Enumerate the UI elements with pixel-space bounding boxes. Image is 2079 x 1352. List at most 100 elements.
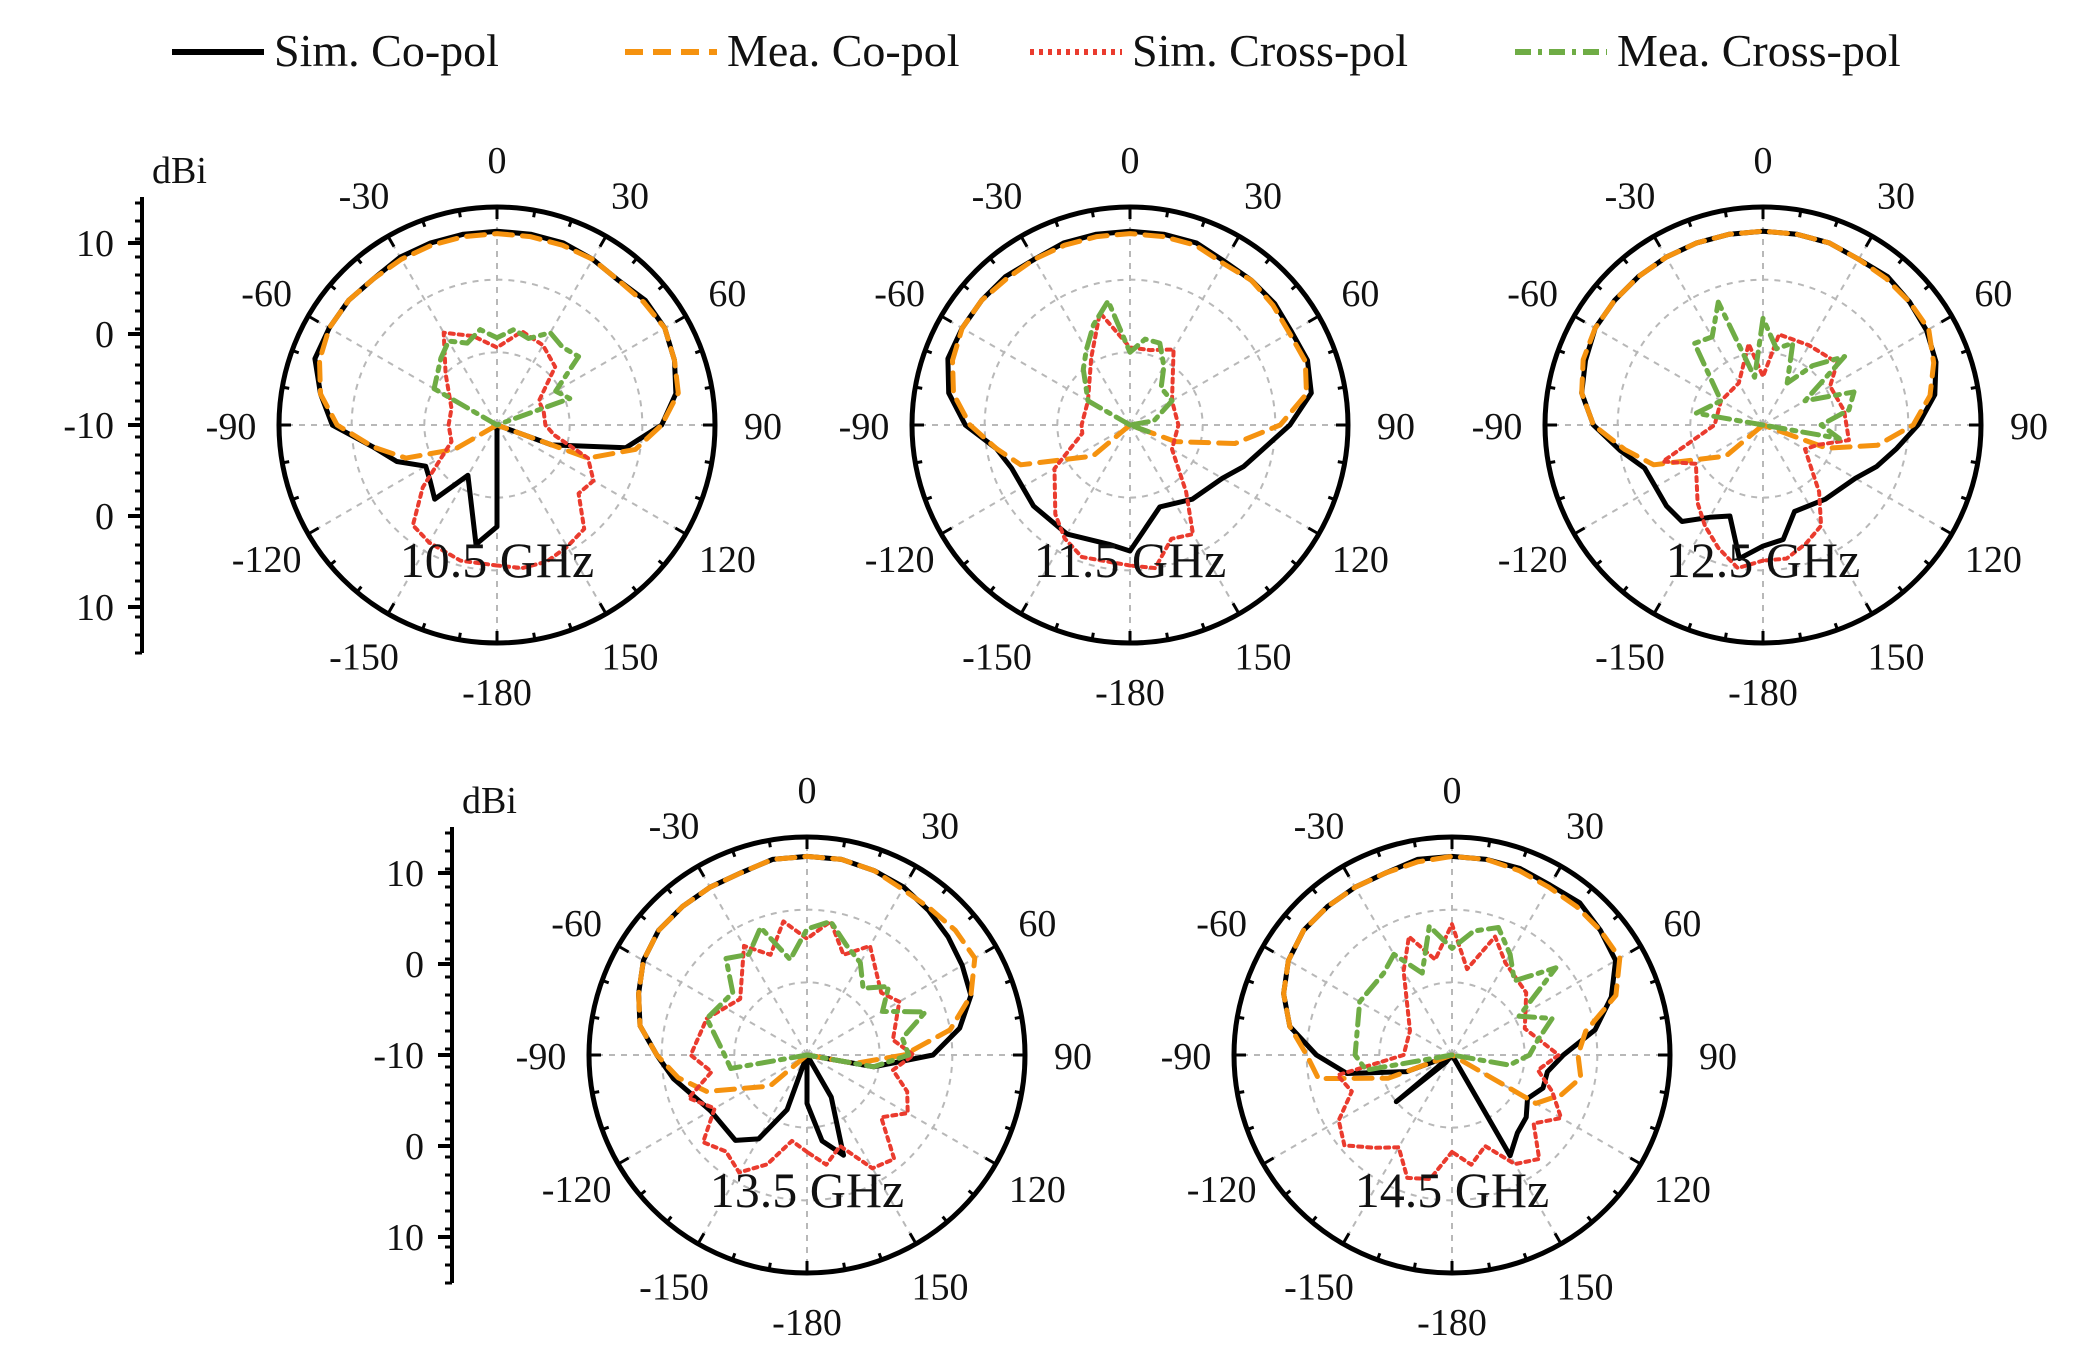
angle-tick-label: -120 bbox=[1498, 539, 1568, 581]
angle-tick-mark bbox=[567, 219, 573, 228]
angle-tick-mark bbox=[694, 349, 703, 355]
angle-tick-mark bbox=[1014, 1015, 1022, 1020]
grid-spoke bbox=[617, 945, 808, 1056]
angle-tick-mark bbox=[1014, 1090, 1022, 1095]
grid-spoke bbox=[1653, 235, 1764, 426]
angle-tick-label: -30 bbox=[1605, 176, 1656, 218]
angle-tick-mark bbox=[915, 460, 923, 465]
series-line bbox=[1080, 298, 1175, 435]
angle-tick-mark bbox=[704, 385, 712, 390]
angle-tick-mark bbox=[941, 1215, 949, 1223]
angle-tick-mark bbox=[962, 283, 970, 291]
angle-tick-label: -150 bbox=[329, 636, 399, 678]
angle-tick-label: -90 bbox=[206, 406, 257, 448]
angle-tick-mark bbox=[457, 210, 462, 218]
angle-tick-label: -120 bbox=[1187, 1169, 1257, 1211]
angle-tick-label: 120 bbox=[1965, 539, 2022, 581]
angle-tick-mark bbox=[1054, 622, 1060, 631]
angle-tick-label: 30 bbox=[1566, 806, 1604, 848]
angle-tick-mark bbox=[1246, 979, 1255, 985]
angle-tick-mark bbox=[1004, 979, 1013, 985]
series-line bbox=[1579, 228, 1939, 562]
radial-unit-label: dBi bbox=[152, 150, 207, 192]
angle-tick-label: -90 bbox=[516, 1036, 567, 1078]
angle-tick-mark bbox=[1307, 314, 1320, 324]
polar-panel: 0 30 60 90 120 150 -180 -150 -120 -90 -60 -30 10.5 G… bbox=[63, 140, 782, 714]
angle-tick-mark bbox=[1960, 495, 1969, 501]
angle-tick-mark bbox=[1522, 1252, 1528, 1261]
angle-tick-label: 150 bbox=[1557, 1266, 1614, 1308]
angle-tick-label: -120 bbox=[865, 539, 935, 581]
angle-tick-mark bbox=[1548, 385, 1556, 390]
angle-tick-mark bbox=[1621, 585, 1629, 593]
angle-tick-label: 30 bbox=[611, 176, 649, 218]
angle-tick-mark bbox=[1833, 219, 1839, 228]
angle-tick-mark bbox=[1290, 559, 1298, 567]
angle-tick-label: -180 bbox=[1417, 1302, 1487, 1344]
radial-tick-label: 0 bbox=[95, 496, 114, 538]
angle-tick-mark bbox=[1960, 349, 1969, 355]
angle-tick-mark bbox=[1659, 1090, 1667, 1095]
angle-tick-mark bbox=[1595, 283, 1603, 291]
angle-tick-label: -60 bbox=[241, 273, 292, 315]
angle-tick-mark bbox=[1629, 944, 1642, 954]
radial-tick-label: 0 bbox=[405, 1126, 424, 1168]
angle-tick-label: -180 bbox=[462, 672, 532, 714]
angle-tick-mark bbox=[1237, 1090, 1245, 1095]
angle-tick-label: 30 bbox=[1244, 176, 1282, 218]
angle-tick-label: 150 bbox=[912, 1266, 969, 1308]
series-line bbox=[704, 918, 928, 1071]
grid-spoke bbox=[940, 424, 1131, 535]
angle-tick-mark bbox=[842, 1262, 847, 1270]
grid-spoke bbox=[1129, 235, 1240, 426]
angle-tick-mark bbox=[962, 559, 970, 567]
angle-tick-label: -180 bbox=[772, 1302, 842, 1344]
angle-tick-mark bbox=[696, 865, 706, 878]
angle-tick-mark bbox=[355, 585, 363, 593]
polar-panel: 0 30 60 90 120 150 -180 -150 -120 -90 -60 -30 12.5 G… bbox=[1472, 140, 2048, 714]
grid-spoke bbox=[1262, 1054, 1453, 1165]
angle-tick-mark bbox=[291, 495, 300, 501]
series-line bbox=[1692, 299, 1857, 441]
angle-tick-mark bbox=[1553, 865, 1563, 878]
angle-tick-mark bbox=[940, 314, 953, 324]
grid-spoke bbox=[697, 865, 808, 1056]
angle-tick-mark bbox=[1612, 913, 1620, 921]
angle-tick-mark bbox=[665, 1215, 673, 1223]
grid-spoke bbox=[1020, 235, 1131, 426]
grid-spoke bbox=[496, 235, 607, 426]
angle-tick-label: -90 bbox=[1161, 1036, 1212, 1078]
angle-tick-label: 90 bbox=[744, 406, 782, 448]
legend-label: Sim. Co-pol bbox=[274, 25, 499, 76]
radial-tick-label: -10 bbox=[373, 1035, 424, 1077]
angle-tick-mark bbox=[984, 944, 997, 954]
angle-tick-mark bbox=[1310, 887, 1318, 895]
angle-tick-mark bbox=[1652, 602, 1662, 615]
radial-tick-label: 10 bbox=[76, 587, 114, 629]
angle-tick-mark bbox=[1649, 979, 1658, 985]
angle-tick-mark bbox=[601, 979, 610, 985]
angle-tick-mark bbox=[1687, 219, 1693, 228]
legend-label: Mea. Co-pol bbox=[727, 25, 960, 76]
angle-tick-mark bbox=[1723, 632, 1728, 640]
radial-tick-label: 10 bbox=[386, 853, 424, 895]
grid-spoke bbox=[1762, 315, 1953, 426]
angle-tick-mark bbox=[1262, 944, 1275, 954]
angle-tick-mark bbox=[1557, 349, 1566, 355]
angle-tick-mark bbox=[1327, 495, 1336, 501]
angle-tick-mark bbox=[282, 385, 290, 390]
angle-tick-mark bbox=[421, 622, 427, 631]
grid-spoke bbox=[496, 315, 687, 426]
angle-tick-mark bbox=[1573, 526, 1586, 536]
angle-tick-mark bbox=[1687, 622, 1693, 631]
angle-tick-mark bbox=[532, 632, 537, 640]
series-line bbox=[636, 853, 978, 1094]
angle-tick-mark bbox=[1327, 349, 1336, 355]
grid-spoke bbox=[1342, 865, 1453, 1056]
angle-tick-mark bbox=[386, 602, 396, 615]
grid-spoke bbox=[1451, 945, 1642, 1056]
series-line bbox=[317, 231, 681, 461]
angle-tick-mark bbox=[329, 283, 337, 291]
angle-tick-label: 60 bbox=[1018, 903, 1056, 945]
angle-tick-label: 30 bbox=[1877, 176, 1915, 218]
